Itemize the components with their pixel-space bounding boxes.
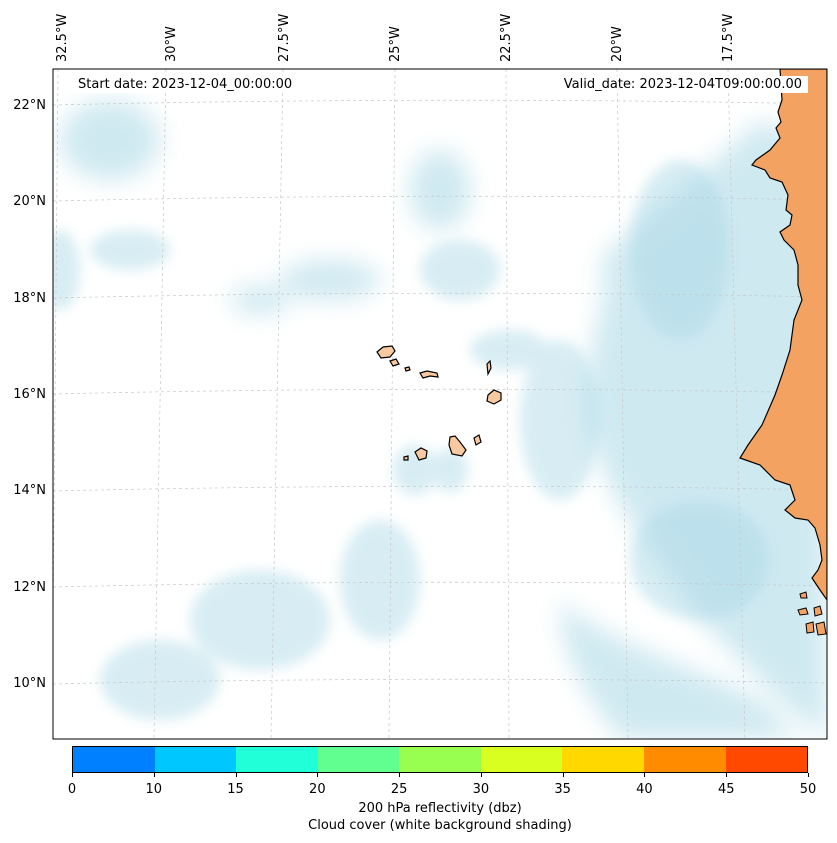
- colorbar-tick-mark: [72, 773, 73, 777]
- island-santiago: [448, 435, 467, 457]
- colorbar-tick-mark: [317, 773, 319, 777]
- colorbar-tick-mark: [808, 773, 809, 777]
- colorbar-tick-mark: [562, 773, 564, 777]
- lat-label: 12°N: [13, 580, 46, 595]
- colorbar-segment: [399, 747, 481, 772]
- colorbar-segment: [480, 747, 563, 772]
- colorbar-tick-mark: [644, 773, 646, 777]
- valid-date-label: Valid_date: 2023-12-04T09:00:00.00: [557, 76, 808, 93]
- start-date-label: Start date: 2023-12-04_00:00:00: [72, 76, 299, 93]
- map-frame: [52, 68, 828, 740]
- colorbar-segment: [236, 747, 318, 772]
- colorbar-tick-mark: [399, 773, 401, 777]
- lat-label: 10°N: [13, 676, 46, 691]
- colorbar-tick-label: 25: [390, 782, 408, 797]
- lon-label: 22.5°W: [499, 13, 514, 62]
- colorbar-tick-label: 10: [145, 782, 163, 797]
- bissagos-islands: [797, 591, 827, 636]
- colorbar-tick-label: 45: [717, 782, 735, 797]
- lon-label: 32.5°W: [55, 13, 70, 62]
- lon-label: 25°W: [388, 26, 403, 62]
- colorbar-tick-mark: [480, 773, 482, 777]
- lon-label: 30°W: [164, 26, 179, 62]
- colorbar-tick-label: 15: [227, 782, 244, 797]
- island-sao-nicolau: [419, 370, 439, 379]
- island-sao-vicente: [389, 358, 400, 367]
- island-brava: [403, 455, 409, 461]
- lon-label: 27.5°W: [277, 13, 292, 62]
- colorbar-segment: [643, 747, 726, 772]
- colorbar-segment: [73, 747, 155, 772]
- lat-label: 14°N: [13, 483, 46, 498]
- colorbar-sublabel: Cloud cover (white background shading): [308, 818, 572, 833]
- colorbar-tick-label: 35: [554, 782, 571, 797]
- island-santo-antao: [376, 345, 396, 359]
- colorbar-tick-mark: [726, 773, 728, 777]
- colorbar-tick-label: 20: [309, 782, 326, 797]
- lon-label: 20°W: [610, 26, 625, 62]
- colorbar-segment: [317, 747, 400, 772]
- colorbar-tick-label: 40: [636, 782, 653, 797]
- colorbar-tick-label: 30: [472, 782, 490, 797]
- colorbar-segment: [154, 747, 237, 772]
- colorbar: [72, 746, 808, 773]
- island-fogo: [414, 447, 428, 461]
- island-boa-vista: [486, 389, 502, 405]
- colorbar-label: 200 hPa reflectivity (dbz): [358, 801, 522, 816]
- lon-label: 17.5°W: [721, 13, 736, 62]
- lat-label: 22°N: [13, 98, 46, 113]
- colorbar-tick-mark: [235, 773, 237, 777]
- cape-verde-islands: [376, 345, 502, 461]
- lat-label: 18°N: [13, 291, 46, 306]
- island-santa-luzia: [404, 366, 411, 372]
- lat-label: 16°N: [13, 387, 46, 402]
- africa-land: [739, 69, 827, 602]
- colorbar-segment: [725, 747, 808, 772]
- island-sal: [486, 359, 492, 377]
- graticule: [53, 69, 827, 739]
- colorbar-tick-label: 50: [799, 782, 817, 797]
- island-maio: [473, 434, 482, 446]
- colorbar-segment: [562, 747, 644, 772]
- colorbar-tick-label: 0: [67, 782, 77, 797]
- colorbar-tick-mark: [153, 773, 155, 777]
- lat-label: 20°N: [13, 194, 46, 209]
